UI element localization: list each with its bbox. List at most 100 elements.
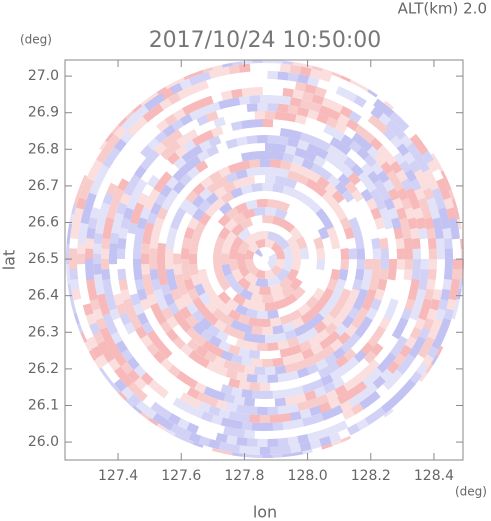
radar-cell bbox=[316, 259, 326, 271]
radar-cell bbox=[431, 187, 443, 201]
radar-cell bbox=[279, 347, 292, 358]
radar-cell bbox=[256, 438, 268, 448]
radar-cell bbox=[174, 433, 185, 441]
radar-cell bbox=[240, 323, 253, 334]
radar-cell bbox=[111, 124, 121, 135]
radar-cell bbox=[193, 381, 207, 394]
radar-cell bbox=[456, 288, 462, 300]
radar-cell bbox=[379, 368, 393, 382]
radar-cell bbox=[233, 395, 246, 406]
radar-cell bbox=[176, 370, 190, 384]
radar-cell bbox=[363, 350, 377, 364]
radar-cell bbox=[322, 381, 336, 394]
radar-cell bbox=[282, 321, 295, 333]
radar-cell bbox=[267, 71, 279, 80]
radar-cell bbox=[105, 375, 114, 386]
radar-cell bbox=[230, 187, 244, 199]
y-unit: (deg) bbox=[20, 33, 52, 47]
radar-cell bbox=[334, 297, 347, 311]
radar-cell bbox=[198, 435, 211, 447]
radar-cell bbox=[431, 317, 443, 331]
radar-cell bbox=[301, 348, 315, 360]
radar-cell bbox=[364, 154, 377, 168]
radar-cell bbox=[150, 302, 162, 316]
radar-cell bbox=[319, 168, 333, 181]
radar-cell bbox=[340, 165, 354, 178]
radar-cell bbox=[232, 61, 243, 66]
radar-cell bbox=[221, 241, 232, 255]
radar-cell bbox=[187, 216, 200, 230]
radar-cell bbox=[73, 193, 80, 205]
radar-cell bbox=[73, 313, 80, 324]
radar-cell bbox=[251, 390, 263, 399]
radar-cell bbox=[289, 226, 303, 241]
radar-cell bbox=[241, 87, 253, 97]
radar-cell bbox=[404, 298, 416, 311]
radar-cell bbox=[246, 167, 258, 177]
radar-cell bbox=[407, 288, 418, 301]
radar-cell bbox=[230, 281, 245, 295]
x-tick-label: 127.4 bbox=[98, 468, 138, 484]
radar-cell bbox=[409, 371, 423, 385]
radar-cell bbox=[451, 199, 458, 210]
radar-cell bbox=[128, 174, 141, 188]
radar-cell bbox=[352, 278, 363, 292]
radar-cell bbox=[451, 269, 461, 281]
radar-cell bbox=[374, 217, 385, 230]
radar-cell bbox=[245, 249, 255, 259]
radar-cell bbox=[137, 192, 149, 206]
radar-cell bbox=[220, 350, 234, 362]
radar-cell bbox=[66, 243, 70, 254]
radar-cell bbox=[251, 422, 263, 431]
radar-cell bbox=[244, 232, 258, 246]
radar-cell bbox=[230, 387, 243, 397]
radar-cell bbox=[436, 178, 448, 191]
radar-cell bbox=[280, 63, 292, 73]
radar-cell bbox=[277, 103, 289, 113]
radar-cell bbox=[383, 152, 397, 166]
radar-cell bbox=[91, 159, 104, 173]
radar-cell bbox=[194, 283, 206, 297]
radar-cell bbox=[148, 248, 158, 259]
radar-cell bbox=[225, 138, 238, 149]
radar-cell bbox=[109, 197, 121, 210]
x-tick-label: 128.2 bbox=[351, 468, 391, 484]
radar-cell bbox=[140, 334, 153, 348]
radar-cell bbox=[299, 441, 312, 452]
radar-cell bbox=[224, 273, 238, 287]
radar-cell bbox=[105, 132, 114, 143]
radar-cell bbox=[303, 355, 317, 368]
radar-cell bbox=[250, 292, 263, 303]
radar-cell bbox=[82, 303, 94, 316]
radar-cell bbox=[363, 269, 373, 281]
radar-cell bbox=[330, 288, 343, 302]
radar-cell bbox=[310, 343, 324, 356]
radar-cell bbox=[159, 171, 173, 185]
radar-cell bbox=[407, 217, 418, 230]
radar-cell bbox=[151, 227, 162, 240]
radar-cell bbox=[262, 183, 274, 192]
radar-cell bbox=[301, 158, 315, 171]
radar-cell bbox=[165, 268, 176, 281]
radar-cell bbox=[314, 184, 328, 198]
radar-cell bbox=[289, 277, 303, 292]
radar-cell bbox=[172, 336, 186, 350]
radar-cell bbox=[337, 331, 351, 345]
radar-cell bbox=[192, 182, 206, 196]
radar-cell bbox=[156, 119, 170, 133]
radar-cell bbox=[93, 331, 105, 345]
radar-cell bbox=[259, 446, 271, 455]
radar-cell bbox=[183, 226, 195, 240]
radar-cell bbox=[200, 278, 213, 292]
radar-cell bbox=[292, 286, 306, 300]
radar-cell bbox=[319, 337, 333, 350]
radar-cell bbox=[135, 400, 149, 414]
radar-cell bbox=[231, 452, 243, 457]
radar-cell bbox=[311, 94, 325, 106]
radar-cell bbox=[396, 118, 410, 132]
radar-cell bbox=[334, 181, 348, 195]
radar-cell bbox=[282, 246, 294, 260]
radar-cell bbox=[228, 162, 241, 174]
radar-cell bbox=[249, 95, 261, 104]
